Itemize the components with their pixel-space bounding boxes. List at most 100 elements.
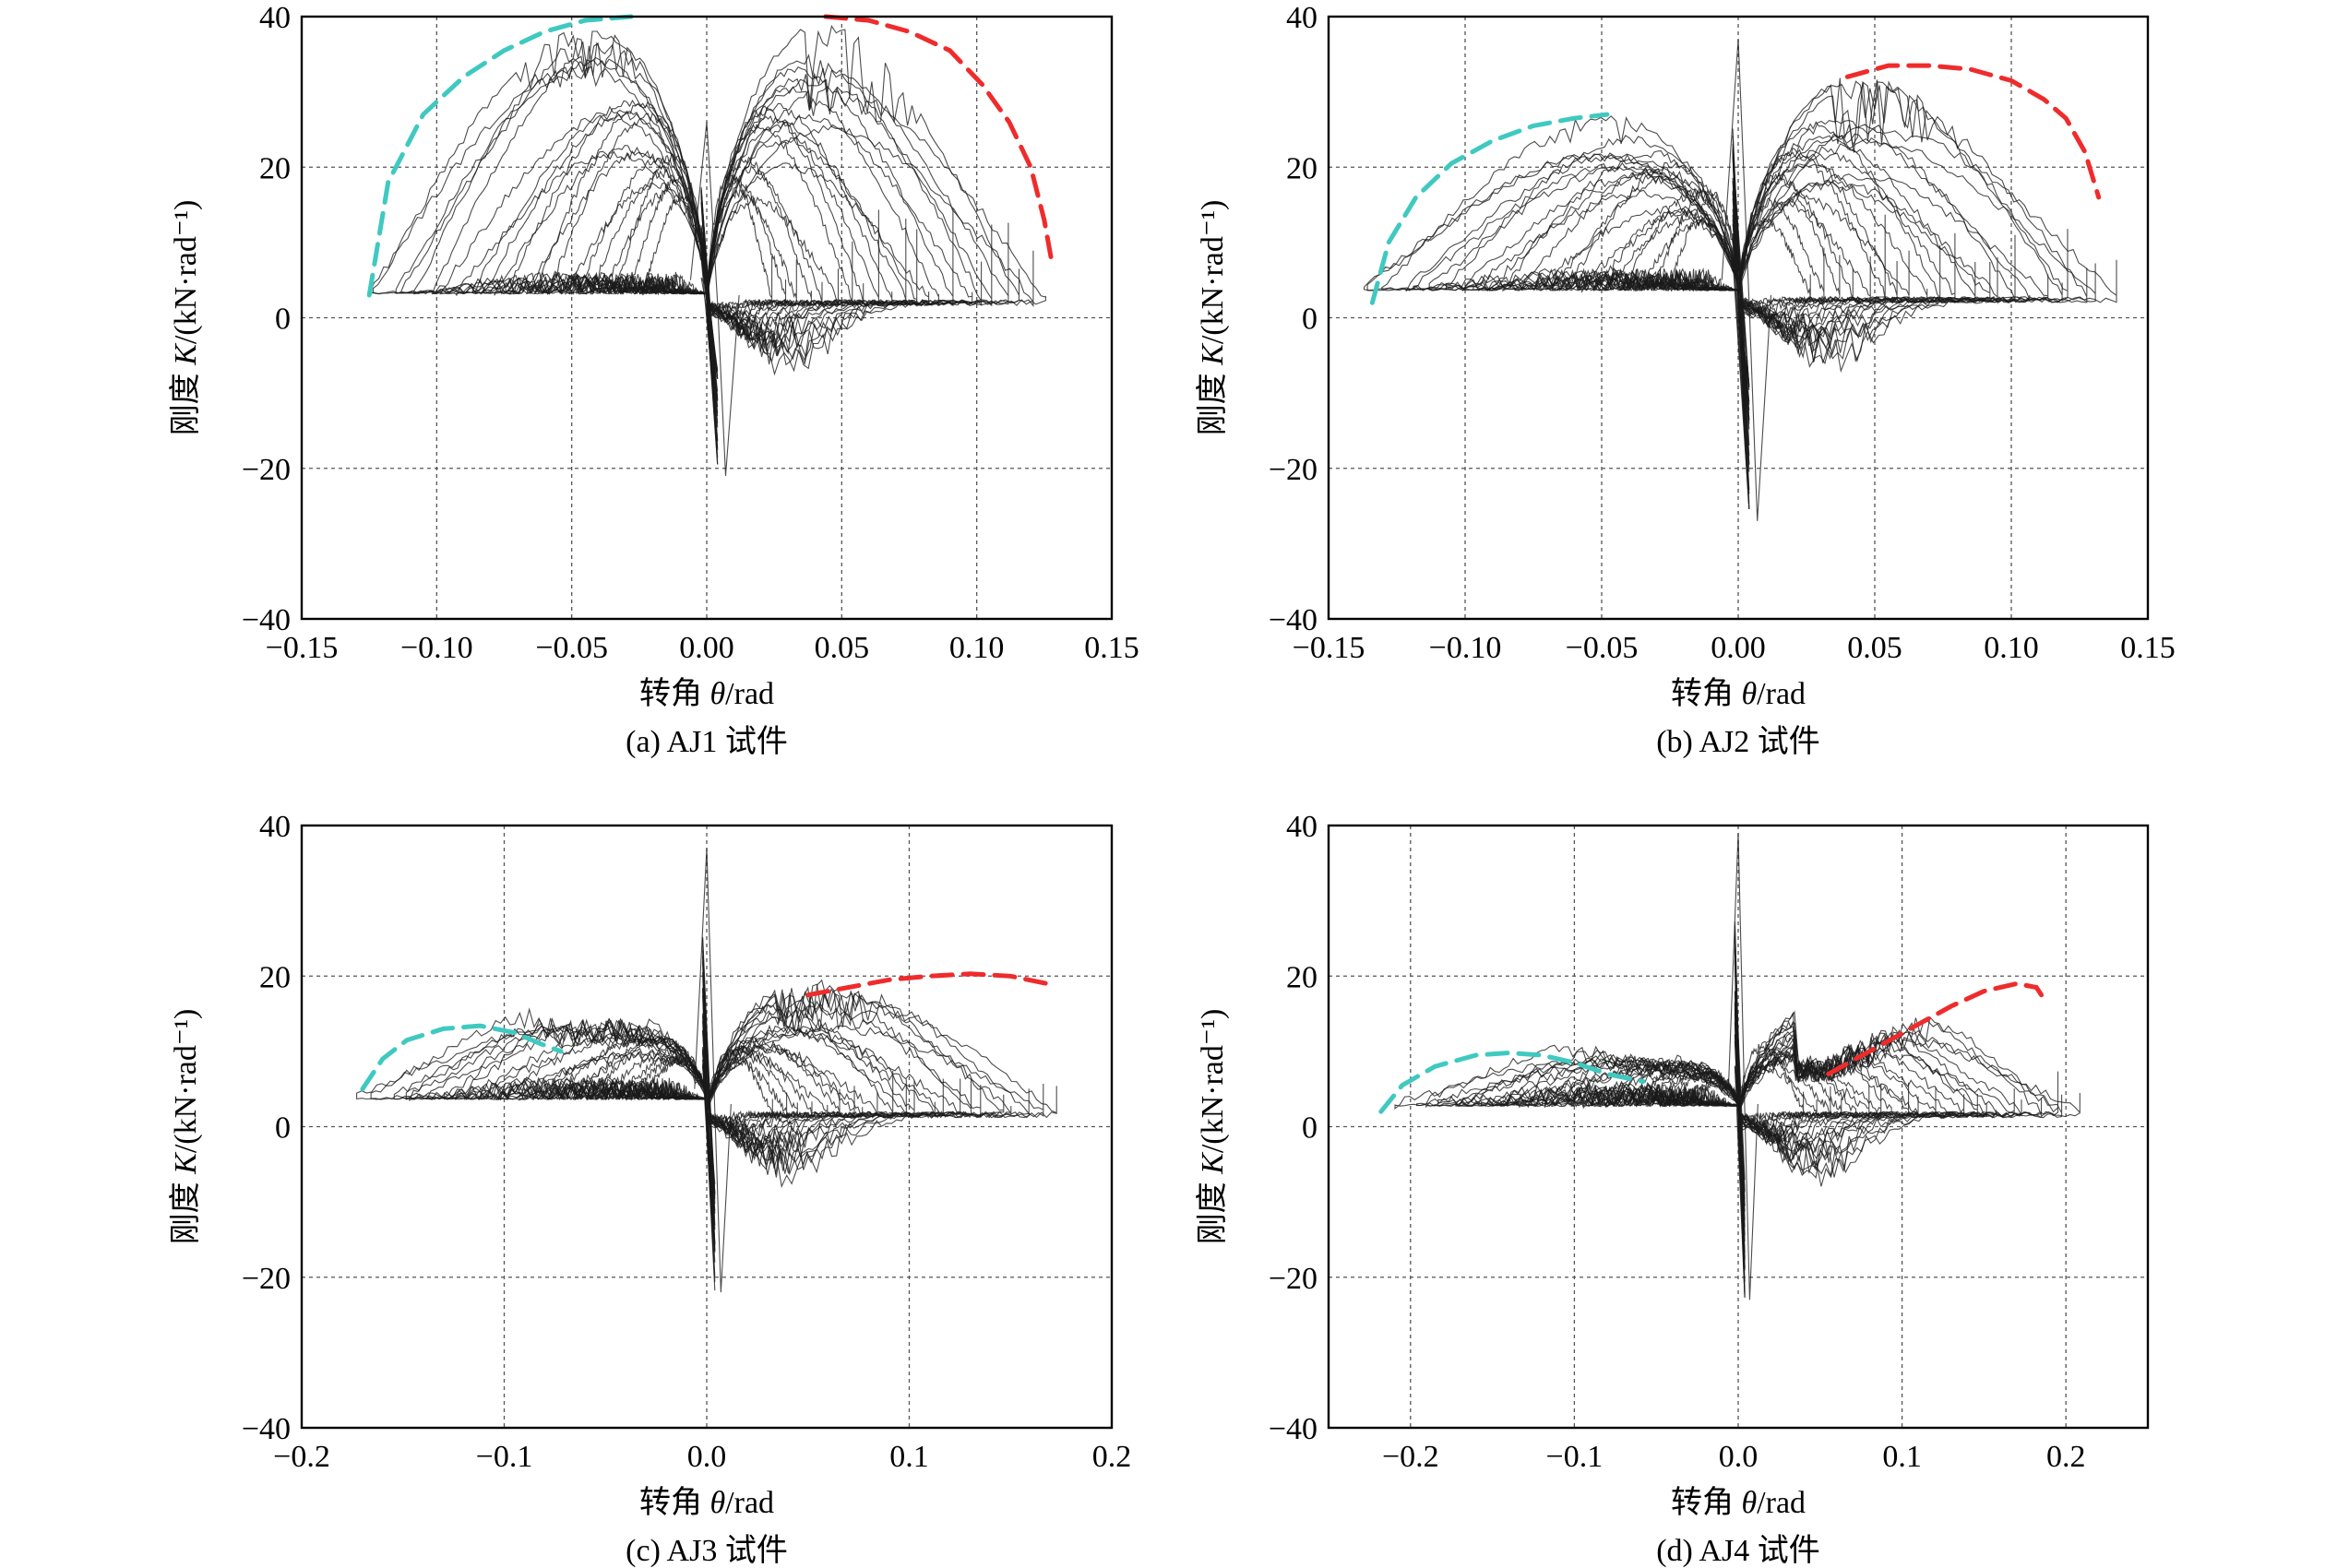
x-tick-label: −0.2 <box>1382 1440 1439 1474</box>
x-tick-label: 0.2 <box>1092 1440 1132 1474</box>
origin-spike <box>689 122 740 476</box>
stiffness-curve <box>1363 125 2117 510</box>
stiffness-curve <box>547 106 864 376</box>
stiffness-curve <box>409 950 1005 1245</box>
stiffness-curves <box>1363 39 2117 521</box>
x-tick-label: −0.05 <box>535 631 608 665</box>
x-tick-label: 0.1 <box>889 1440 929 1474</box>
y-tick-label: 40 <box>1286 1 1318 35</box>
plot-frame <box>1327 824 2150 1430</box>
stiffness-curve <box>1428 166 2049 490</box>
stiffness-curve <box>1437 1010 2043 1268</box>
x-tick-label: 0.15 <box>1084 631 1139 665</box>
x-tick-label: −0.05 <box>1566 631 1639 665</box>
panel-caption: (b) AJ2 试件 <box>1656 725 1820 759</box>
tick-labels: −0.15 −0.10 −0.05 0.00 0.05 0.10 0.15 −40 −20 0 20… <box>1269 1 2176 665</box>
x-axis-label: 转角 θ/rad <box>1671 1485 1806 1520</box>
positive-envelope <box>1844 63 2102 200</box>
stiffness-curve <box>1459 1008 2015 1298</box>
y-tick-label: 20 <box>1286 960 1318 994</box>
y-tick-label: 20 <box>1286 151 1318 185</box>
stiffness-curve <box>395 25 1020 465</box>
stiffness-curve <box>1381 80 2088 466</box>
y-axis-label: 刚度 K/(kN·rad⁻¹) <box>1195 200 1230 436</box>
negative-envelope <box>366 14 634 298</box>
stiffness-curves <box>1394 833 2081 1301</box>
positive-envelope <box>823 14 1055 267</box>
y-tick-label: 0 <box>1302 303 1318 337</box>
x-tick-label: 0.15 <box>2120 631 2176 665</box>
x-tick-label: 0.10 <box>1984 631 2039 665</box>
stiffness-curve <box>1489 171 1991 457</box>
stiffness-curves <box>368 25 1046 476</box>
stiffness-curve <box>356 972 1057 1214</box>
stiffness-curves <box>356 848 1057 1293</box>
stiffness-curve <box>368 65 1046 376</box>
x-tick-label: 0.05 <box>1847 631 1902 665</box>
x-tick-label: −0.2 <box>273 1440 330 1474</box>
stiffness-curve <box>1425 1011 2059 1253</box>
y-tick-label: −40 <box>1269 603 1318 637</box>
panel-caption: (a) AJ1 试件 <box>626 725 788 759</box>
stiffness-curve <box>1394 991 2081 1241</box>
y-tick-label: 40 <box>259 810 291 844</box>
panel-caption: (d) AJ4 试件 <box>1656 1534 1820 1568</box>
plot-frame <box>300 824 1114 1430</box>
x-tick-label: 0.1 <box>1882 1440 1922 1474</box>
y-tick-label: 0 <box>275 1111 291 1146</box>
origin-spike <box>1727 833 1759 1301</box>
panel-d: −0.2 −0.1 0.0 0.1 0.2 −40 −20 0 20 40 转角 θ/rad 刚度 K… <box>1195 810 2150 1568</box>
x-tick-label: −0.15 <box>1293 631 1365 665</box>
y-tick-label: 40 <box>259 1 291 35</box>
y-tick-label: 20 <box>259 151 291 185</box>
y-tick-label: 0 <box>1302 1111 1318 1146</box>
x-tick-label: 0.00 <box>679 631 734 665</box>
panel-caption: (c) AJ3 试件 <box>626 1534 788 1568</box>
y-tick-label: −40 <box>242 603 291 637</box>
x-tick-label: −0.1 <box>1546 1440 1604 1474</box>
x-axis-label: 转角 θ/rad <box>639 1485 774 1520</box>
x-tick-label: −0.10 <box>400 631 473 665</box>
x-tick-label: −0.15 <box>266 631 339 665</box>
y-tick-label: 0 <box>275 303 291 337</box>
stiffness-curve <box>393 979 1030 1263</box>
stiffness-curve <box>463 1016 944 1251</box>
positive-envelope <box>805 971 1050 998</box>
stiffness-curve <box>480 1027 936 1282</box>
positive-envelope <box>1826 980 2045 1076</box>
x-tick-label: 0.05 <box>815 631 870 665</box>
x-tick-label: 0.0 <box>687 1440 727 1474</box>
x-tick-label: 0.0 <box>1719 1440 1759 1474</box>
y-tick-label: −20 <box>1269 453 1318 487</box>
panel-b: −0.15 −0.10 −0.05 0.00 0.05 0.10 0.15 −40 −20 0 20… <box>1195 1 2176 759</box>
negative-envelope <box>1369 112 1610 305</box>
x-tick-label: 0.10 <box>949 631 1005 665</box>
panel-a: −0.15 −0.10 −0.05 0.00 0.05 0.10 0.15 −40 −20 0 20… <box>168 1 1139 759</box>
y-tick-label: 20 <box>259 960 291 994</box>
x-axis-label: 转角 θ/rad <box>1671 676 1806 711</box>
x-tick-label: 0.2 <box>2046 1440 2086 1474</box>
y-tick-label: 40 <box>1286 810 1318 844</box>
stiffness-curve <box>1366 137 2096 465</box>
x-tick-label: −0.10 <box>1429 631 1502 665</box>
stiffness-curve <box>1480 991 1997 1228</box>
y-axis-label: 刚度 K/(kN·rad⁻¹) <box>1195 1009 1230 1245</box>
origin-spike <box>694 848 732 1293</box>
y-tick-label: −20 <box>1269 1262 1318 1296</box>
negative-envelope <box>1378 1050 1646 1114</box>
plot-frame <box>300 15 1114 621</box>
negative-envelope <box>360 1023 564 1092</box>
y-axis-label: 刚度 K/(kN·rad⁻¹) <box>168 200 203 436</box>
y-tick-label: −20 <box>242 1262 291 1296</box>
stiffness-curve <box>413 34 993 416</box>
y-axis-label: 刚度 K/(kN·rad⁻¹) <box>168 1009 203 1245</box>
x-tick-label: 0.00 <box>1711 631 1766 665</box>
tick-labels: −0.2 −0.1 0.0 0.1 0.2 −40 −20 0 20 40 <box>242 810 1131 1474</box>
panel-c: −0.2 −0.1 0.0 0.1 0.2 −40 −20 0 20 40 转角 θ/rad 刚度 K… <box>168 810 1131 1568</box>
y-tick-label: −40 <box>242 1412 291 1446</box>
tick-labels: −0.2 −0.1 0.0 0.1 0.2 −40 −20 0 20 40 <box>1269 810 2086 1474</box>
grid-lines <box>302 17 1112 619</box>
y-tick-label: −20 <box>242 453 291 487</box>
x-tick-label: −0.1 <box>476 1440 533 1474</box>
